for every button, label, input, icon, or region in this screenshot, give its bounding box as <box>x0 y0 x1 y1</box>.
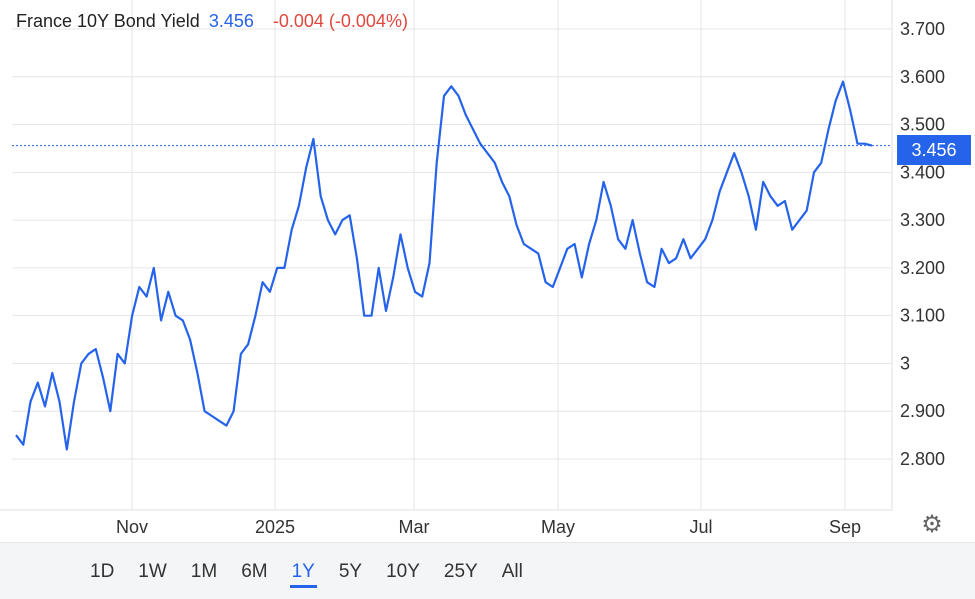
range-buttons: 1D 1W 1M 6M 1Y 5Y 10Y 25Y All <box>78 557 535 588</box>
range-button-6m[interactable]: 6M <box>241 561 268 582</box>
x-tick-label: Mar <box>399 517 430 537</box>
y-tick-label: 3.600 <box>900 67 945 87</box>
range-button-10y[interactable]: 10Y <box>386 561 420 582</box>
x-tick-label: 2025 <box>255 517 295 537</box>
range-button-1y[interactable]: 1Y <box>280 557 327 588</box>
y-tick-label: 3.200 <box>900 258 945 278</box>
range-button-25y[interactable]: 25Y <box>443 561 478 582</box>
range-button-1w[interactable]: 1W <box>138 561 167 582</box>
y-tick-label: 3.500 <box>900 115 945 135</box>
range-button-1m[interactable]: 1M <box>190 561 218 582</box>
x-tick-label: Jul <box>689 517 712 537</box>
last-value: 3.456 <box>208 11 254 31</box>
y-axis-tick-labels: 2.800 2.900 3 3.100 3.200 3.300 3.400 3.500 3.60… <box>900 19 945 469</box>
grid-lines <box>12 0 892 510</box>
line-chart: 2.800 2.900 3 3.100 3.200 3.300 3.400 3.500 3.60… <box>0 0 945 537</box>
price-tag: 3.456 <box>897 135 971 165</box>
chart-title: France 10Y Bond Yield <box>16 11 200 31</box>
y-tick-label: 2.800 <box>900 449 945 469</box>
y-tick-label: 3.100 <box>900 306 945 326</box>
y-tick-label: 3.300 <box>900 210 945 230</box>
series-line <box>15 80 873 451</box>
y-tick-label: 3.400 <box>900 162 945 182</box>
range-button-1d[interactable]: 1D <box>90 561 115 582</box>
y-tick-label: 3 <box>900 353 910 373</box>
range-button-all[interactable]: All <box>501 561 523 582</box>
change-value: -0.004 (-0.004%) <box>272 11 408 31</box>
gear-icon[interactable]: ⚙ <box>921 511 943 538</box>
y-tick-label: 2.900 <box>900 401 945 421</box>
x-tick-label: Sep <box>829 517 861 537</box>
x-tick-label: May <box>541 517 575 537</box>
range-button-5y[interactable]: 5Y <box>338 561 363 582</box>
y-tick-label: 3.700 <box>900 19 945 39</box>
chart-header: France 10Y Bond Yield 3.456 -0.004 (-0.0… <box>16 11 408 32</box>
range-bar: 1D 1W 1M 6M 1Y 5Y 10Y 25Y All <box>0 542 975 599</box>
x-tick-label: Nov <box>116 517 148 537</box>
x-axis-tick-labels: Nov 2025 Mar May Jul Sep <box>116 517 861 537</box>
